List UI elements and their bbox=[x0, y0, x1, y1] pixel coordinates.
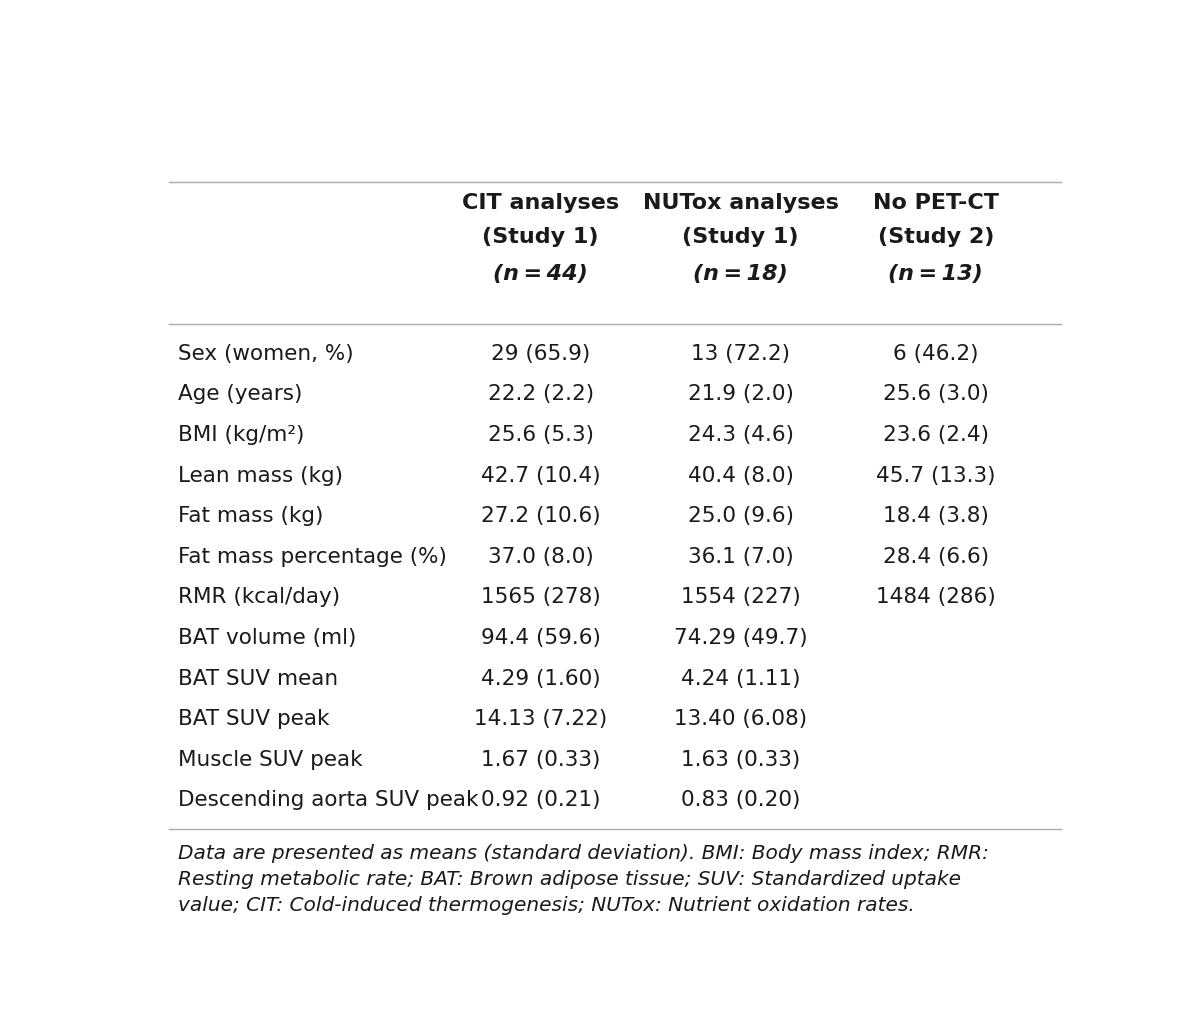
Text: Descending aorta SUV peak: Descending aorta SUV peak bbox=[178, 791, 479, 810]
Text: 42.7 (10.4): 42.7 (10.4) bbox=[481, 466, 600, 485]
Text: 29 (65.9): 29 (65.9) bbox=[491, 344, 590, 364]
Text: (Study 1): (Study 1) bbox=[683, 227, 799, 247]
Text: 37.0 (8.0): 37.0 (8.0) bbox=[487, 547, 594, 566]
Text: 74.29 (49.7): 74.29 (49.7) bbox=[673, 628, 808, 648]
Text: 1565 (278): 1565 (278) bbox=[481, 588, 600, 607]
Text: 18.4 (3.8): 18.4 (3.8) bbox=[883, 506, 989, 526]
Text: (Study 1): (Study 1) bbox=[482, 227, 599, 247]
Text: NUTox analyses: NUTox analyses bbox=[643, 194, 839, 213]
Text: CIT analyses: CIT analyses bbox=[462, 194, 619, 213]
Text: 1.67 (0.33): 1.67 (0.33) bbox=[481, 750, 600, 770]
Text: 22.2 (2.2): 22.2 (2.2) bbox=[487, 384, 594, 404]
Text: 24.3 (4.6): 24.3 (4.6) bbox=[688, 425, 793, 444]
Text: 27.2 (10.6): 27.2 (10.6) bbox=[481, 506, 600, 526]
Text: 25.0 (9.6): 25.0 (9.6) bbox=[688, 506, 793, 526]
Text: 4.29 (1.60): 4.29 (1.60) bbox=[481, 669, 600, 688]
Text: 1484 (286): 1484 (286) bbox=[876, 588, 996, 607]
Text: Sex (women, %): Sex (women, %) bbox=[178, 344, 354, 364]
Text: (n = 44): (n = 44) bbox=[493, 264, 588, 285]
Text: 13 (72.2): 13 (72.2) bbox=[691, 344, 790, 364]
Text: 40.4 (8.0): 40.4 (8.0) bbox=[688, 466, 793, 485]
Text: BAT volume (ml): BAT volume (ml) bbox=[178, 628, 356, 648]
Text: 25.6 (5.3): 25.6 (5.3) bbox=[487, 425, 594, 444]
Text: No PET-CT: No PET-CT bbox=[872, 194, 998, 213]
Text: 1554 (227): 1554 (227) bbox=[680, 588, 800, 607]
Text: (n = 18): (n = 18) bbox=[694, 264, 788, 285]
Text: 0.83 (0.20): 0.83 (0.20) bbox=[680, 791, 800, 810]
Text: Fat mass percentage (%): Fat mass percentage (%) bbox=[178, 547, 446, 566]
Text: (n = 13): (n = 13) bbox=[888, 264, 983, 285]
Text: RMR (kcal/day): RMR (kcal/day) bbox=[178, 588, 340, 607]
Text: 0.92 (0.21): 0.92 (0.21) bbox=[481, 791, 600, 810]
Text: 94.4 (59.6): 94.4 (59.6) bbox=[481, 628, 600, 648]
Text: 1.63 (0.33): 1.63 (0.33) bbox=[680, 750, 800, 770]
Text: Fat mass (kg): Fat mass (kg) bbox=[178, 506, 323, 526]
Text: (Study 2): (Study 2) bbox=[877, 227, 994, 247]
Text: BMI (kg/m²): BMI (kg/m²) bbox=[178, 425, 305, 444]
Text: 36.1 (7.0): 36.1 (7.0) bbox=[688, 547, 793, 566]
Text: Resting metabolic rate; BAT: Brown adipose tissue; SUV: Standardized uptake: Resting metabolic rate; BAT: Brown adipo… bbox=[178, 870, 961, 890]
Text: 14.13 (7.22): 14.13 (7.22) bbox=[474, 710, 607, 729]
Text: BAT SUV peak: BAT SUV peak bbox=[178, 710, 329, 729]
Text: 28.4 (6.6): 28.4 (6.6) bbox=[883, 547, 989, 566]
Text: Muscle SUV peak: Muscle SUV peak bbox=[178, 750, 362, 770]
Text: Data are presented as means (standard deviation). BMI: Body mass index; RMR:: Data are presented as means (standard de… bbox=[178, 845, 989, 863]
Text: 21.9 (2.0): 21.9 (2.0) bbox=[688, 384, 793, 404]
Text: Lean mass (kg): Lean mass (kg) bbox=[178, 466, 343, 485]
Text: 4.24 (1.11): 4.24 (1.11) bbox=[680, 669, 800, 688]
Text: Age (years): Age (years) bbox=[178, 384, 302, 404]
Text: BAT SUV mean: BAT SUV mean bbox=[178, 669, 338, 688]
Text: 23.6 (2.4): 23.6 (2.4) bbox=[883, 425, 989, 444]
Text: 45.7 (13.3): 45.7 (13.3) bbox=[876, 466, 996, 485]
Text: 25.6 (3.0): 25.6 (3.0) bbox=[883, 384, 989, 404]
Text: 6 (46.2): 6 (46.2) bbox=[893, 344, 979, 364]
Text: value; CIT: Cold-induced thermogenesis; NUTox: Nutrient oxidation rates.: value; CIT: Cold-induced thermogenesis; … bbox=[178, 896, 914, 915]
Text: 13.40 (6.08): 13.40 (6.08) bbox=[674, 710, 808, 729]
